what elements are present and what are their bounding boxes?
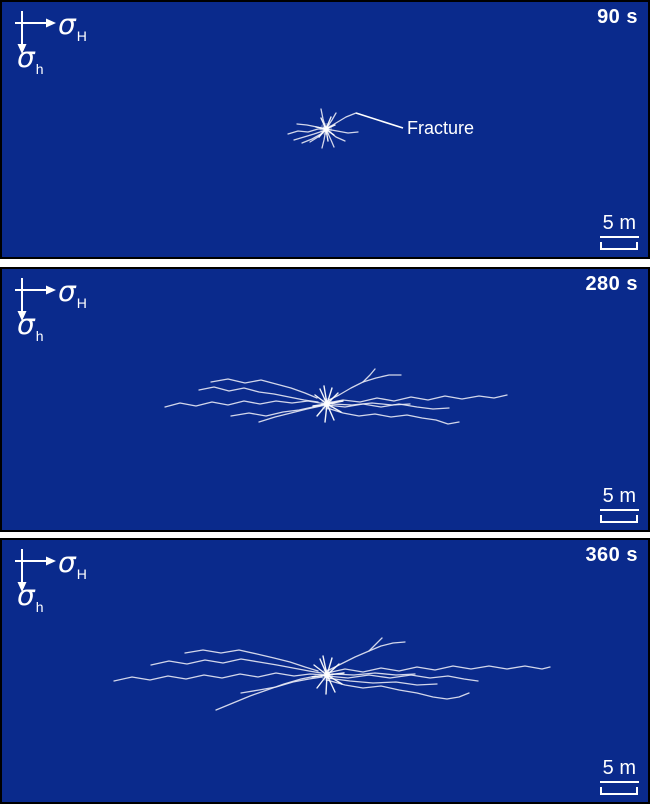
fracture-polyline: [326, 674, 479, 682]
fracture-star: [324, 127, 328, 131]
panel-280s: σH σh 280 s 5 m: [0, 267, 650, 532]
sigma-H-subscript: H: [76, 294, 87, 311]
fracture-polyline: [326, 407, 460, 425]
scale-bar: 5 m: [599, 486, 639, 523]
fracture-polyline: [326, 374, 402, 402]
fracture-polyline: [321, 128, 327, 149]
fracture-annotation: Fracture: [407, 118, 475, 138]
scale-bar: 5 m: [599, 213, 639, 250]
stress-indicator: σH σh: [2, 540, 122, 625]
fracture-polyline: [326, 679, 470, 700]
sigma-symbol: σ: [17, 308, 35, 341]
scale-bracket: [600, 242, 639, 250]
panel-360s: σH σh 360 s 5 m: [0, 538, 650, 804]
sigma-h-label: σh: [17, 311, 44, 343]
stress-indicator: σH σh: [2, 2, 122, 87]
fracture-polyline: [332, 672, 416, 676]
fracture-polyline: [325, 128, 359, 134]
fracture-polyline: [326, 394, 508, 404]
fracture-polyline: [368, 637, 383, 652]
panel-90s: σH σh 90 s Fracture 5 m: [0, 0, 650, 259]
fracture-polyline: [230, 404, 326, 417]
sigma-symbol: σ: [58, 275, 76, 308]
scale-bar: 5 m: [599, 758, 639, 795]
fracture-polyline: [293, 130, 324, 141]
sigma-h-label: σh: [17, 582, 44, 614]
fracture-polyline: [326, 665, 551, 674]
fracture-star: [325, 673, 329, 677]
leader-line: [355, 112, 404, 129]
scale-bracket: [600, 787, 639, 795]
arrow-down-icon: [17, 44, 27, 54]
fracture-polyline: [331, 402, 411, 406]
fracture-network: [164, 368, 508, 425]
sigma-H-label: σH: [58, 549, 87, 581]
fracture-polyline: [240, 676, 323, 694]
sigma-h-subscript: h: [35, 60, 44, 77]
stress-arrows-icon: [15, 549, 56, 592]
stress-indicator: σH σh: [2, 269, 122, 354]
fracture-polyline: [113, 672, 328, 682]
sigma-symbol: σ: [17, 579, 35, 612]
scale-label: 5 m: [599, 486, 639, 511]
arrow-down-icon: [17, 582, 27, 592]
fracture-polyline: [326, 641, 406, 672]
sigma-symbol: σ: [58, 546, 76, 579]
arrow-right-icon: [46, 556, 56, 566]
sigma-H-label: σH: [58, 11, 87, 43]
scale-label: 5 m: [599, 213, 639, 238]
fracture-star: [325, 402, 329, 406]
time-label: 360 s: [585, 544, 638, 566]
fracture-polyline: [258, 405, 322, 423]
sigma-H-subscript: H: [76, 565, 87, 582]
fracture-polyline: [301, 133, 322, 144]
scale-bracket: [600, 515, 639, 523]
fracture-polyline: [164, 400, 328, 408]
sigma-H-subscript: H: [76, 27, 87, 44]
fracture-polyline: [326, 403, 450, 410]
time-label: 280 s: [585, 273, 638, 295]
stress-arrows-icon: [15, 11, 56, 54]
fracture-polyline: [362, 368, 376, 383]
fracture-polyline: [325, 112, 357, 130]
time-label: 90 s: [597, 6, 638, 28]
sigma-symbol: σ: [17, 41, 35, 74]
fracture-polyline: [325, 128, 335, 148]
fracture-network: [113, 637, 551, 711]
fracture-polyline: [210, 378, 318, 399]
sigma-h-label: σh: [17, 44, 44, 76]
sigma-h-subscript: h: [35, 598, 44, 615]
sigma-h-subscript: h: [35, 327, 44, 344]
fracture-network: [287, 108, 404, 149]
stress-arrows-icon: [15, 278, 56, 321]
fracture-polyline: [287, 128, 327, 135]
fracture-polyline: [326, 677, 438, 686]
arrow-down-icon: [17, 311, 27, 321]
sigma-symbol: σ: [58, 8, 76, 41]
scale-label: 5 m: [599, 758, 639, 783]
fracture-polyline: [184, 649, 319, 672]
fracture-polyline: [198, 386, 319, 403]
fracture-polyline: [150, 658, 322, 674]
sigma-H-label: σH: [58, 278, 87, 310]
arrow-right-icon: [46, 285, 56, 295]
fracture-polyline: [215, 675, 317, 711]
arrow-right-icon: [46, 18, 56, 28]
